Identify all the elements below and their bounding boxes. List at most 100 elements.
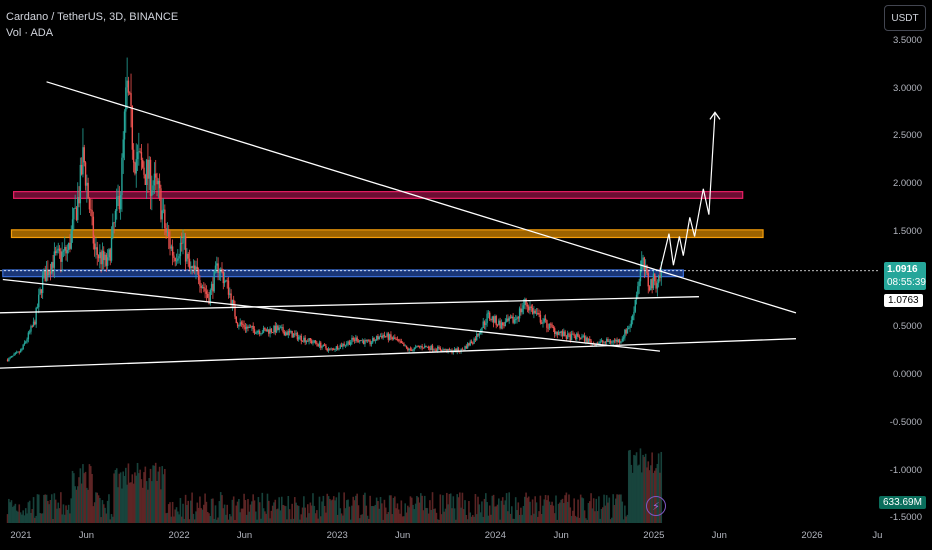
volume-bar: [186, 505, 188, 523]
candle-body: [138, 151, 140, 153]
candle-body: [551, 324, 553, 327]
candle-body: [611, 342, 613, 344]
volume-bar: [386, 514, 388, 523]
volume-bar: [401, 516, 404, 523]
volume-bar: [355, 495, 357, 523]
volume-bar: [66, 509, 69, 523]
volume-bar: [504, 500, 507, 523]
volume-bar: [585, 518, 587, 523]
volume-bar: [600, 508, 603, 523]
volume-bar: [169, 502, 171, 523]
volume-bar: [327, 496, 330, 523]
volume-bar: [400, 500, 403, 523]
candle-body: [36, 307, 39, 308]
volume-bar: [330, 500, 332, 523]
volume-bar: [599, 518, 601, 523]
volume-bar: [104, 507, 106, 523]
candle-body: [538, 313, 540, 315]
volume-bar: [444, 508, 447, 523]
volume-bar: [368, 518, 370, 523]
volume-bar: [252, 494, 254, 523]
candle-body: [385, 336, 387, 337]
volume-bar: [192, 513, 195, 523]
price-tick-label: -0.5000: [889, 416, 922, 428]
candle-body: [537, 312, 539, 314]
currency-button[interactable]: USDT: [884, 5, 926, 31]
candle-body: [87, 182, 89, 199]
volume-bar: [147, 489, 149, 523]
candle-body: [101, 250, 104, 265]
trendline: [0, 338, 796, 369]
volume-bar: [110, 514, 113, 523]
candle-body: [569, 334, 571, 341]
volume-bar: [101, 500, 104, 523]
volume-bar: [134, 472, 136, 523]
candle-body: [612, 340, 614, 343]
candle-body: [613, 340, 616, 342]
candle-body: [230, 293, 232, 305]
price-tick-label: -1.0000: [889, 464, 922, 476]
volume-bar: [57, 502, 60, 523]
candle-body: [357, 341, 360, 343]
candle-body: [512, 316, 514, 323]
candle-body: [417, 345, 419, 347]
volume-bar: [105, 513, 108, 523]
candle-body: [435, 349, 438, 351]
candle-body: [201, 287, 204, 288]
candle-body: [318, 342, 321, 347]
candle-body: [216, 263, 218, 266]
candle-body: [274, 325, 276, 333]
volume-bar: [492, 494, 495, 523]
candle-body: [527, 306, 530, 311]
chart-title: Cardano / TetherUS, 3D, BINANCE: [6, 11, 179, 23]
candle-body: [253, 329, 256, 334]
volume-bar: [82, 464, 84, 523]
time-tick-label: 2024: [484, 530, 506, 541]
candle-body: [508, 317, 510, 321]
volume-bar: [344, 508, 347, 523]
volume-bar: [21, 514, 23, 523]
volume-bar: [291, 503, 293, 523]
lightning-icon[interactable]: ⚡: [646, 496, 666, 516]
volume-bar: [219, 492, 222, 523]
candle-body: [511, 316, 513, 319]
volume-bar: [156, 480, 158, 523]
candle-body: [368, 340, 370, 341]
candle-body: [494, 316, 496, 323]
volume-tag: 633.69M: [879, 496, 926, 509]
volume-bar: [591, 508, 594, 523]
volume-bar: [316, 510, 318, 523]
candle-body: [271, 332, 274, 333]
candle-body: [156, 177, 158, 185]
candle-body: [93, 243, 96, 250]
candle-body: [599, 341, 601, 343]
volume-bar: [604, 505, 607, 523]
candle-body: [13, 354, 15, 356]
volume-bar: [135, 475, 138, 523]
volume-bar: [45, 494, 48, 523]
volume-bar: [625, 516, 627, 523]
candle-body: [469, 341, 471, 346]
volume-bar: [374, 504, 377, 523]
candle-body: [288, 331, 291, 333]
volume-bar: [642, 454, 644, 523]
candle-body: [62, 250, 65, 252]
candle-body: [388, 334, 391, 340]
volume-bar: [193, 519, 196, 523]
volume-bar: [200, 508, 203, 523]
candle-body: [38, 294, 40, 308]
candle-body: [166, 231, 169, 233]
volume-bar: [513, 518, 516, 523]
candle-body: [416, 345, 418, 347]
volume-bar: [526, 497, 529, 523]
volume-bar: [529, 501, 531, 523]
volume-bar: [357, 505, 360, 523]
candle-body: [25, 341, 27, 343]
volume-bar: [241, 508, 244, 523]
candle-body: [312, 342, 314, 344]
candle-body: [503, 325, 505, 327]
volume-bar: [67, 504, 70, 523]
volume-bar: [643, 456, 646, 523]
candle-body: [526, 304, 529, 307]
